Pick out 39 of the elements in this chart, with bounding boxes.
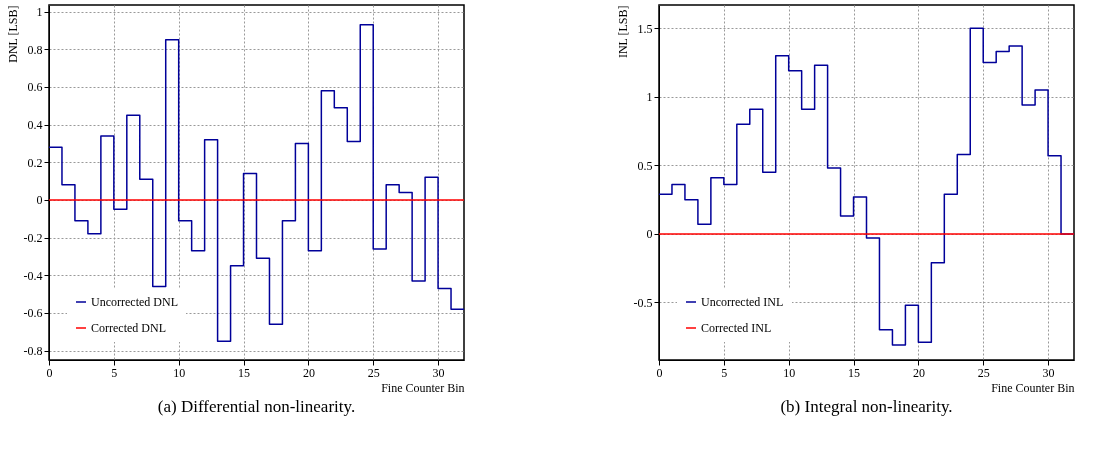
y-tick-label: -0.2 [23, 231, 43, 246]
y-tick-label: -0.6 [23, 306, 43, 321]
y-tick-label: 0.5 [637, 158, 653, 173]
x-tick-label: 30 [432, 365, 445, 380]
legend-label: Corrected INL [701, 321, 772, 335]
y-tick-label: -0.4 [23, 268, 43, 283]
y-tick-label: 0.6 [27, 80, 43, 95]
x-tick-label: 15 [848, 365, 861, 380]
x-axis-title: Fine Counter Bin [381, 380, 465, 395]
x-tick-label: 25 [977, 365, 990, 380]
y-tick-label: 0.8 [27, 42, 43, 57]
y-tick-label: -0.5 [633, 295, 653, 310]
legend-label: Uncorrected DNL [91, 295, 178, 309]
y-tick-label: 1 [646, 90, 653, 105]
y-axis-title: DNL [LSB] [5, 5, 20, 63]
legend-label: Uncorrected INL [701, 295, 784, 309]
x-tick-label: 0 [656, 365, 663, 380]
x-tick-label: 20 [302, 365, 315, 380]
y-tick-label: 0 [36, 193, 43, 208]
x-tick-label: 30 [1042, 365, 1055, 380]
y-tick-label: 0.2 [27, 155, 43, 170]
x-tick-label: 25 [367, 365, 380, 380]
text: (b) Integral non-linearity. [780, 397, 953, 416]
x-tick-label: 10 [173, 365, 186, 380]
y-tick-label: 1.5 [637, 21, 653, 36]
x-tick-label: 20 [912, 365, 925, 380]
y-axis-title: INL [LSB] [615, 5, 630, 59]
legend-label: Corrected DNL [91, 321, 166, 335]
x-tick-label: 10 [783, 365, 796, 380]
x-tick-label: 5 [721, 365, 728, 380]
x-tick-label: 0 [46, 365, 53, 380]
text: (a) Differential non-linearity. [157, 397, 356, 416]
y-tick-label: -0.8 [23, 344, 43, 359]
y-tick-label: 0 [646, 227, 653, 242]
y-tick-label: 1 [36, 5, 43, 20]
x-tick-label: 15 [238, 365, 251, 380]
x-axis-title: Fine Counter Bin [991, 380, 1075, 395]
x-tick-label: 5 [111, 365, 118, 380]
y-tick-label: 0.4 [27, 118, 43, 133]
